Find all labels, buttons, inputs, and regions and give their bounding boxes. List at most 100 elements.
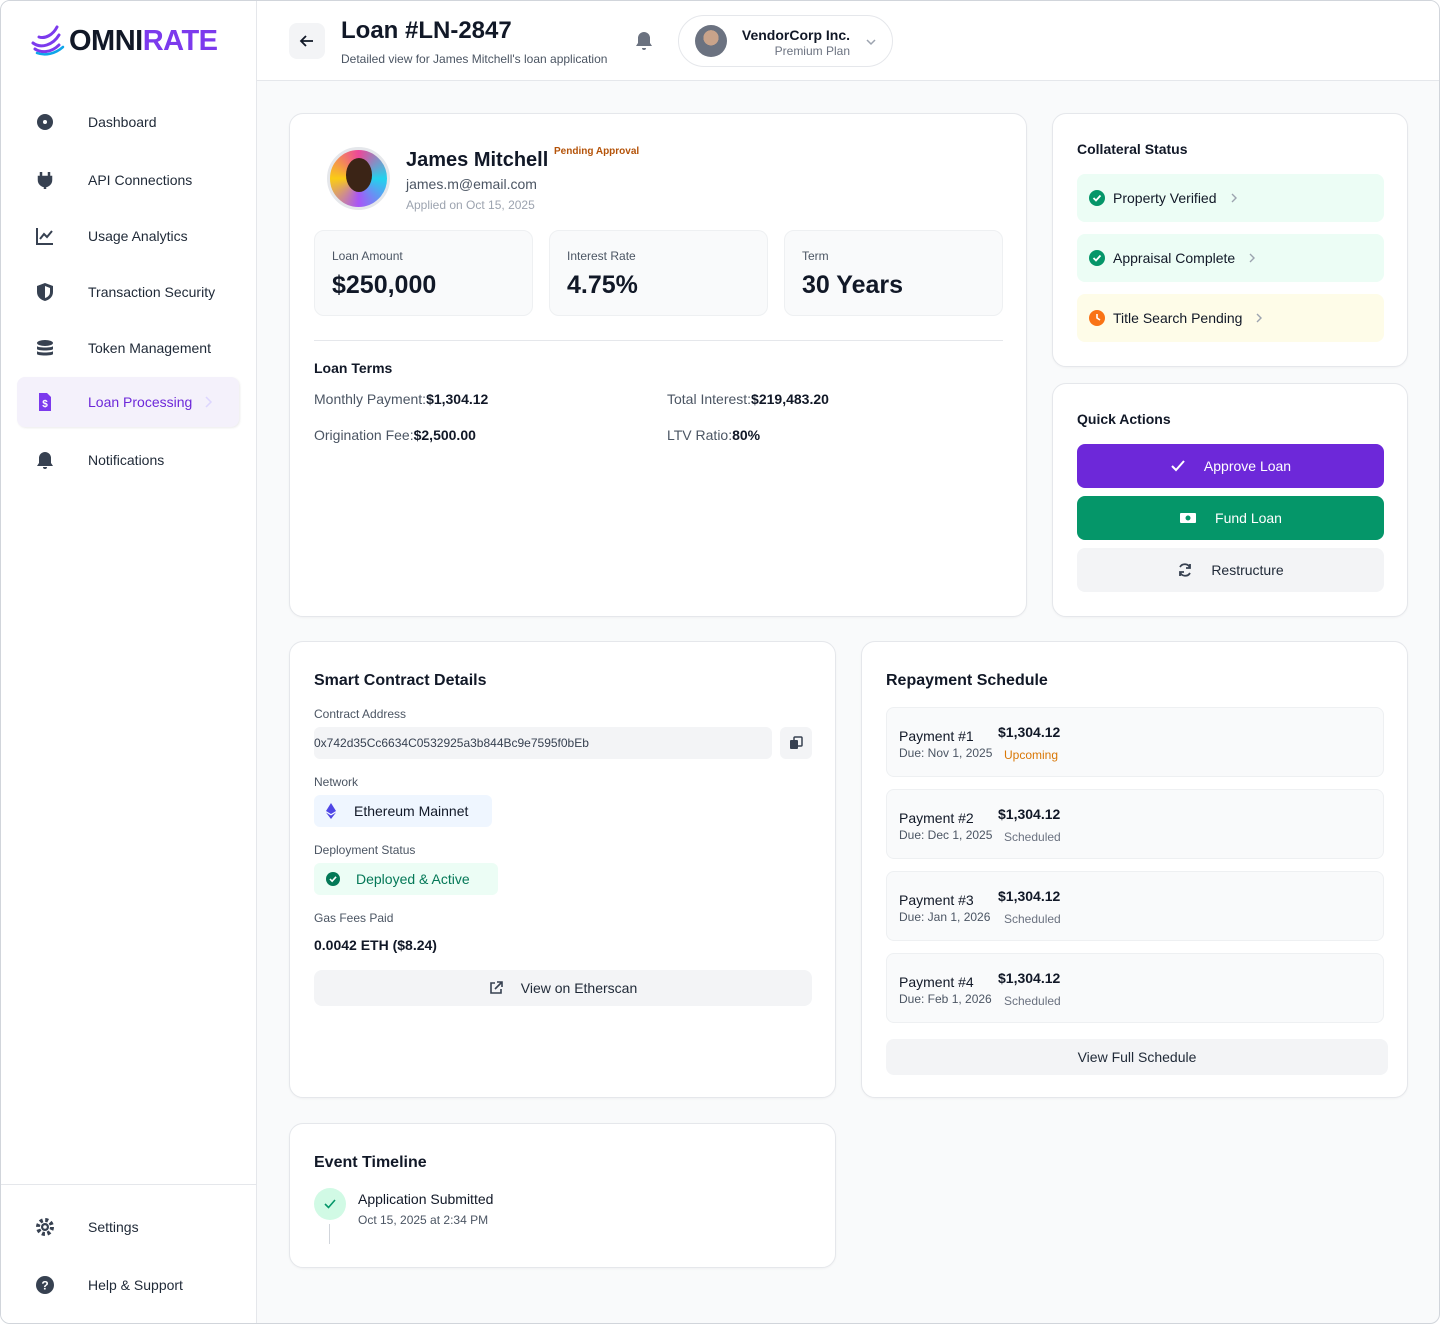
- divider: [1, 1184, 256, 1185]
- nav-item[interactable]: API Connections: [17, 155, 239, 205]
- stat-box: Loan Amount $250,000: [314, 230, 533, 316]
- event-time: Oct 15, 2025 at 2:34 PM: [358, 1213, 489, 1227]
- field-label: Gas Fees Paid: [314, 911, 394, 925]
- term-value: $219,483.20: [751, 391, 829, 407]
- back-button[interactable]: [289, 23, 325, 59]
- section-title: Loan Terms: [314, 360, 393, 376]
- payment-status: Scheduled: [1004, 912, 1061, 926]
- collateral-item[interactable]: Title Search Pending: [1077, 294, 1384, 342]
- brand-name: RATE: [142, 24, 218, 57]
- page-title: Loan #LN-2847: [341, 17, 512, 44]
- payment-status: Scheduled: [1004, 994, 1061, 1008]
- brand-logo: [31, 25, 65, 56]
- payment-name: Payment #4: [899, 974, 974, 990]
- nav-item[interactable]: Settings: [17, 1202, 239, 1252]
- term-value: $2,500.00: [413, 427, 476, 443]
- card-title: Repayment Schedule: [886, 672, 1048, 689]
- nav-item[interactable]: Notifications: [17, 435, 239, 485]
- sidebar: OMNI RATE Dashboard API Connections Usage…: [1, 1, 257, 1323]
- term-label: Total Interest:: [667, 391, 752, 407]
- notification-bell[interactable]: [635, 31, 653, 51]
- term-label: Origination Fee:: [314, 427, 414, 443]
- nav-item-active[interactable]: $ Loan Processing: [17, 377, 239, 427]
- payment-name: Payment #3: [899, 892, 974, 908]
- nav-item[interactable]: Token Management: [17, 323, 239, 373]
- stat-value: 4.75%: [567, 271, 638, 299]
- payment-amount: $1,304.12: [998, 888, 1061, 904]
- etherscan-button[interactable]: View on Etherscan: [314, 970, 812, 1006]
- stat-label: Interest Rate: [567, 249, 636, 263]
- payment-amount: $1,304.12: [998, 724, 1061, 740]
- nav-label: Notifications: [88, 452, 165, 468]
- term-row: Total Interest:$219,483.20: [667, 391, 829, 407]
- term-row: LTV Ratio:80%: [667, 427, 760, 443]
- payment-amount: $1,304.12: [998, 970, 1061, 986]
- term-row: Origination Fee:$2,500.00: [314, 427, 476, 443]
- collateral-item[interactable]: Appraisal Complete: [1077, 234, 1384, 282]
- account-menu[interactable]: VendorCorp Inc. Premium Plan: [678, 15, 893, 67]
- payment-row: Payment #3 Due: Jan 1, 2026 $1,304.12 Sched…: [886, 871, 1384, 941]
- approve-button[interactable]: Approve Loan: [1077, 444, 1384, 488]
- svg-text:?: ?: [41, 1279, 48, 1293]
- stat-value: 30 Years: [802, 271, 904, 299]
- stat-box: Interest Rate 4.75%: [549, 230, 768, 316]
- card-title: Quick Actions: [1077, 411, 1171, 427]
- nav-label: Loan Processing: [88, 394, 193, 410]
- deployment-badge: Deployed & Active: [314, 863, 498, 895]
- network-name: Ethereum Mainnet: [354, 803, 469, 819]
- stat-label: Term: [802, 249, 829, 263]
- card-title: Event Timeline: [314, 1154, 427, 1171]
- nav-label: Dashboard: [88, 114, 157, 130]
- copy-button[interactable]: [780, 727, 812, 759]
- stat-label: Loan Amount: [332, 249, 403, 263]
- button-label: View Full Schedule: [1077, 1049, 1197, 1065]
- collateral-card: Collateral Status Property Verified Appr…: [1052, 113, 1408, 367]
- restructure-button[interactable]: Restructure: [1077, 548, 1384, 592]
- full-schedule-button[interactable]: View Full Schedule: [886, 1039, 1388, 1075]
- collateral-label: Appraisal Complete: [1113, 250, 1236, 266]
- collateral-item[interactable]: Property Verified: [1077, 174, 1384, 222]
- term-value: $1,304.12: [426, 391, 489, 407]
- stat-value: $250,000: [332, 271, 437, 299]
- term-row: Monthly Payment:$1,304.12: [314, 391, 488, 407]
- payment-due: Due: Feb 1, 2026: [899, 992, 992, 1006]
- page-subtitle: Detailed view for James Mitchell's loan …: [341, 52, 608, 66]
- contract-address: 0x742d35Cc6634C0532925a3b844Bc9e7595f0bE…: [314, 736, 589, 750]
- nav-item[interactable]: Transaction Security: [17, 267, 239, 317]
- header: Loan #LN-2847 Detailed view for James Mi…: [257, 1, 1439, 81]
- collateral-label: Property Verified: [1113, 190, 1217, 206]
- applied-date: Applied on Oct 15, 2025: [406, 198, 535, 212]
- button-label: View on Etherscan: [520, 980, 638, 996]
- payment-row: Payment #4 Due: Feb 1, 2026 $1,304.12 Sched…: [886, 953, 1384, 1023]
- field-label: Network: [314, 775, 359, 789]
- network-badge: Ethereum Mainnet: [314, 795, 492, 827]
- brand: OMNI RATE: [31, 23, 218, 59]
- term-label: Monthly Payment:: [314, 391, 427, 407]
- applicant-avatar: [327, 147, 390, 210]
- nav-item[interactable]: ? Help & Support: [17, 1260, 239, 1310]
- status-badge: Pending Approval: [554, 146, 640, 157]
- nav-label: Transaction Security: [88, 284, 216, 300]
- applicant-card: James Mitchell Pending Approval james.m@…: [289, 113, 1027, 617]
- payment-due: Due: Jan 1, 2026: [899, 910, 991, 924]
- payment-status: Upcoming: [1004, 748, 1059, 762]
- payment-amount: $1,304.12: [998, 806, 1061, 822]
- nav-label: API Connections: [88, 172, 193, 188]
- divider: [314, 340, 1003, 341]
- payment-due: Due: Dec 1, 2025: [899, 828, 993, 842]
- applicant-email: james.m@email.com: [406, 176, 537, 192]
- field-label: Deployment Status: [314, 843, 416, 857]
- fund-button[interactable]: Fund Loan: [1077, 496, 1384, 540]
- timeline-card: Event Timeline Application Submitted Oct…: [289, 1123, 836, 1268]
- card-title: Smart Contract Details: [314, 672, 487, 689]
- event-title: Application Submitted: [358, 1191, 494, 1207]
- nav-item[interactable]: Usage Analytics: [17, 211, 239, 261]
- payment-due: Due: Nov 1, 2025: [899, 746, 993, 760]
- button-label: Approve Loan: [1203, 458, 1292, 474]
- account-plan: Premium Plan: [774, 44, 850, 58]
- term-value: 80%: [732, 427, 761, 443]
- account-avatar: [695, 25, 727, 57]
- nav-item[interactable]: Dashboard: [17, 97, 239, 147]
